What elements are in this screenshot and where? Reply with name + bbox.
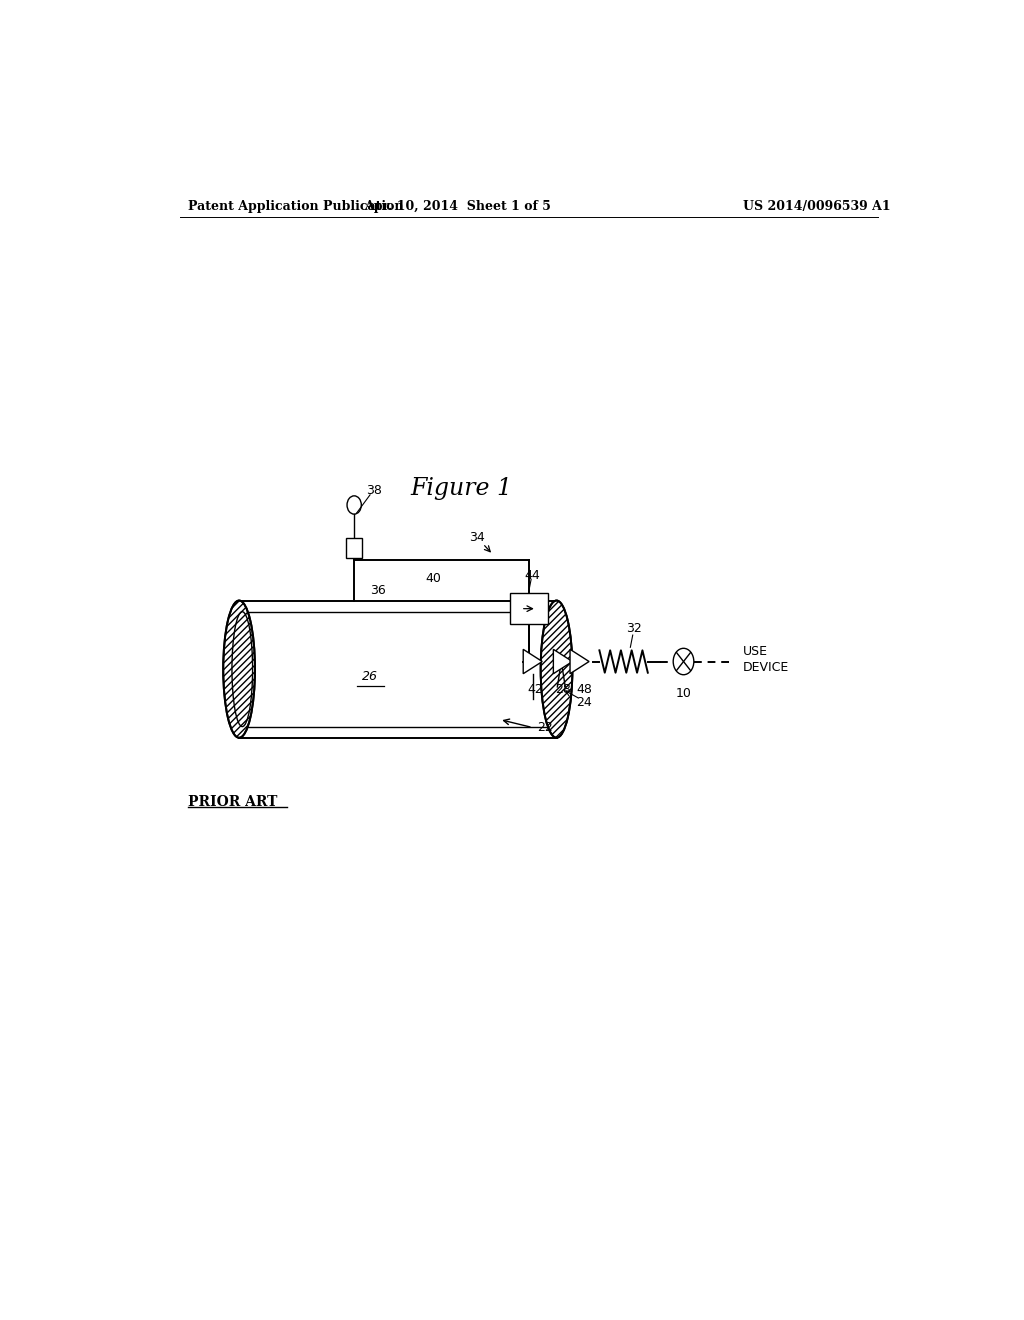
Text: 40: 40 <box>426 572 441 585</box>
Ellipse shape <box>541 601 572 738</box>
Polygon shape <box>523 649 543 673</box>
Text: 36: 36 <box>370 583 386 597</box>
Bar <box>346 537 362 558</box>
Text: US 2014/0096539 A1: US 2014/0096539 A1 <box>743 199 891 213</box>
Text: DEVICE: DEVICE <box>743 661 790 675</box>
Text: 44: 44 <box>525 569 541 582</box>
Text: 48: 48 <box>577 684 592 697</box>
Text: 22: 22 <box>537 721 553 734</box>
Bar <box>240 601 557 738</box>
Text: Patent Application Publication: Patent Application Publication <box>187 199 403 213</box>
Text: 26: 26 <box>362 671 378 684</box>
Polygon shape <box>553 649 572 673</box>
Ellipse shape <box>223 601 255 738</box>
Text: 34: 34 <box>469 531 485 544</box>
Bar <box>510 594 548 624</box>
Text: 42: 42 <box>527 684 543 697</box>
Text: 38: 38 <box>366 484 382 498</box>
Text: Apr. 10, 2014  Sheet 1 of 5: Apr. 10, 2014 Sheet 1 of 5 <box>364 199 551 213</box>
Text: USE: USE <box>743 645 768 657</box>
Text: Figure 1: Figure 1 <box>411 478 512 500</box>
Text: 28: 28 <box>555 684 570 697</box>
Circle shape <box>673 648 694 675</box>
Text: 10: 10 <box>676 686 691 700</box>
Text: 24: 24 <box>575 696 592 709</box>
Text: PRIOR ART: PRIOR ART <box>187 795 276 809</box>
Polygon shape <box>570 649 589 673</box>
Text: 32: 32 <box>627 623 642 635</box>
